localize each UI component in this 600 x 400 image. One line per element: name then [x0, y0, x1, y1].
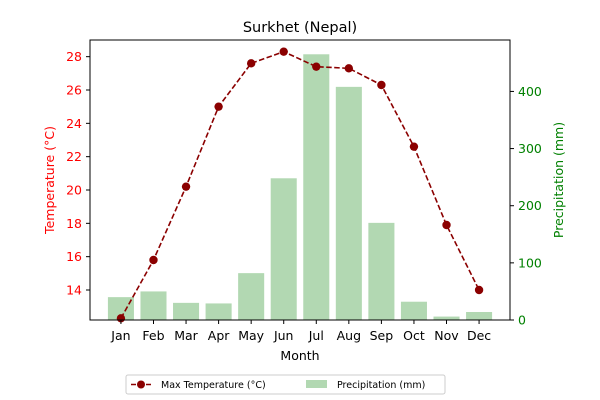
x-tick-label-nov: Nov: [434, 328, 459, 343]
x-axis: Jan Feb Mar Apr May Jun Jul Aug Sep Oct Nov Dec: [110, 320, 491, 343]
y-axis-left-label: Temperature (°C): [42, 126, 57, 235]
y-left-tick-label: 14: [66, 283, 82, 298]
precip-bar-jun: [270, 178, 297, 320]
precip-bar-aug: [335, 86, 362, 320]
y-left-tick-label: 26: [66, 83, 82, 98]
precip-bar-apr: [205, 303, 232, 320]
temp-point-nov: [442, 220, 451, 230]
temp-point-feb: [149, 255, 158, 265]
temperature-line: [120, 50, 480, 319]
temperature-line-layer: [116, 47, 484, 323]
precip-bar-sep: [368, 222, 395, 320]
y-right-tick-label: 300: [518, 141, 542, 156]
x-axis-label: Month: [280, 348, 319, 363]
x-tick-label-apr: Apr: [208, 328, 230, 343]
x-tick-label-oct: Oct: [403, 328, 425, 343]
x-tick-label-jan: Jan: [110, 328, 130, 343]
y-axis-right-label: Precipitation (mm): [551, 122, 566, 238]
precip-bar-may: [238, 273, 265, 320]
x-tick-label-dec: Dec: [467, 328, 491, 343]
precipitation-bars: [107, 54, 493, 321]
x-tick-label-feb: Feb: [142, 328, 164, 343]
y-left-tick-label: 20: [66, 183, 82, 198]
y-left-tick-label: 16: [66, 249, 82, 264]
temp-point-oct: [409, 142, 419, 151]
temp-point-mar: [181, 182, 191, 191]
y-axis-left: 14 16 18 20 22 24 26 28: [66, 49, 90, 298]
temp-point-dec: [474, 285, 484, 295]
precip-bar-oct: [400, 301, 427, 320]
temp-point-sep: [377, 80, 386, 90]
x-tick-label-jun: Jun: [273, 328, 294, 343]
precip-bar-feb: [140, 291, 167, 320]
temp-point-aug: [344, 64, 354, 73]
y-left-tick-label: 22: [66, 149, 82, 164]
temp-point-jun: [279, 47, 288, 56]
legend-label-temperature: Max Temperature (°C): [161, 380, 266, 391]
y-right-tick-label: 200: [518, 198, 542, 213]
y-left-tick-label: 24: [66, 116, 82, 131]
temp-point-apr: [214, 102, 223, 111]
x-tick-label-may: May: [238, 328, 264, 343]
legend: Max Temperature (°C) Precipitation (mm): [125, 374, 446, 395]
x-tick-label-aug: Aug: [337, 328, 361, 343]
temp-point-may: [246, 59, 256, 68]
precip-bar-dec: [466, 312, 493, 320]
y-left-tick-label: 28: [66, 49, 82, 64]
y-right-tick-label: 0: [518, 313, 526, 328]
y-right-tick-label: 100: [518, 255, 542, 270]
y-right-tick-label: 400: [518, 84, 542, 99]
precip-bar-nov: [433, 316, 460, 320]
legend-marker-swatch: [137, 380, 145, 389]
legend-bar-swatch: [306, 380, 327, 388]
x-tick-label-mar: Mar: [174, 328, 198, 343]
x-tick-label-jul: Jul: [308, 328, 324, 343]
precip-bar-jan: [107, 297, 134, 320]
y-axis-right: 0 100 200 300 400: [510, 84, 542, 328]
precip-bar-mar: [173, 302, 200, 320]
legend-label-precipitation: Precipitation (mm): [337, 380, 425, 391]
precip-bar-jul: [303, 54, 330, 321]
temp-point-jul: [312, 62, 321, 71]
x-tick-label-sep: Sep: [370, 328, 394, 343]
y-left-tick-label: 18: [66, 216, 82, 231]
plot-frame: [89, 39, 511, 321]
chart-title: Surkhet (Nepal): [243, 20, 357, 36]
legend-box: [125, 374, 446, 395]
